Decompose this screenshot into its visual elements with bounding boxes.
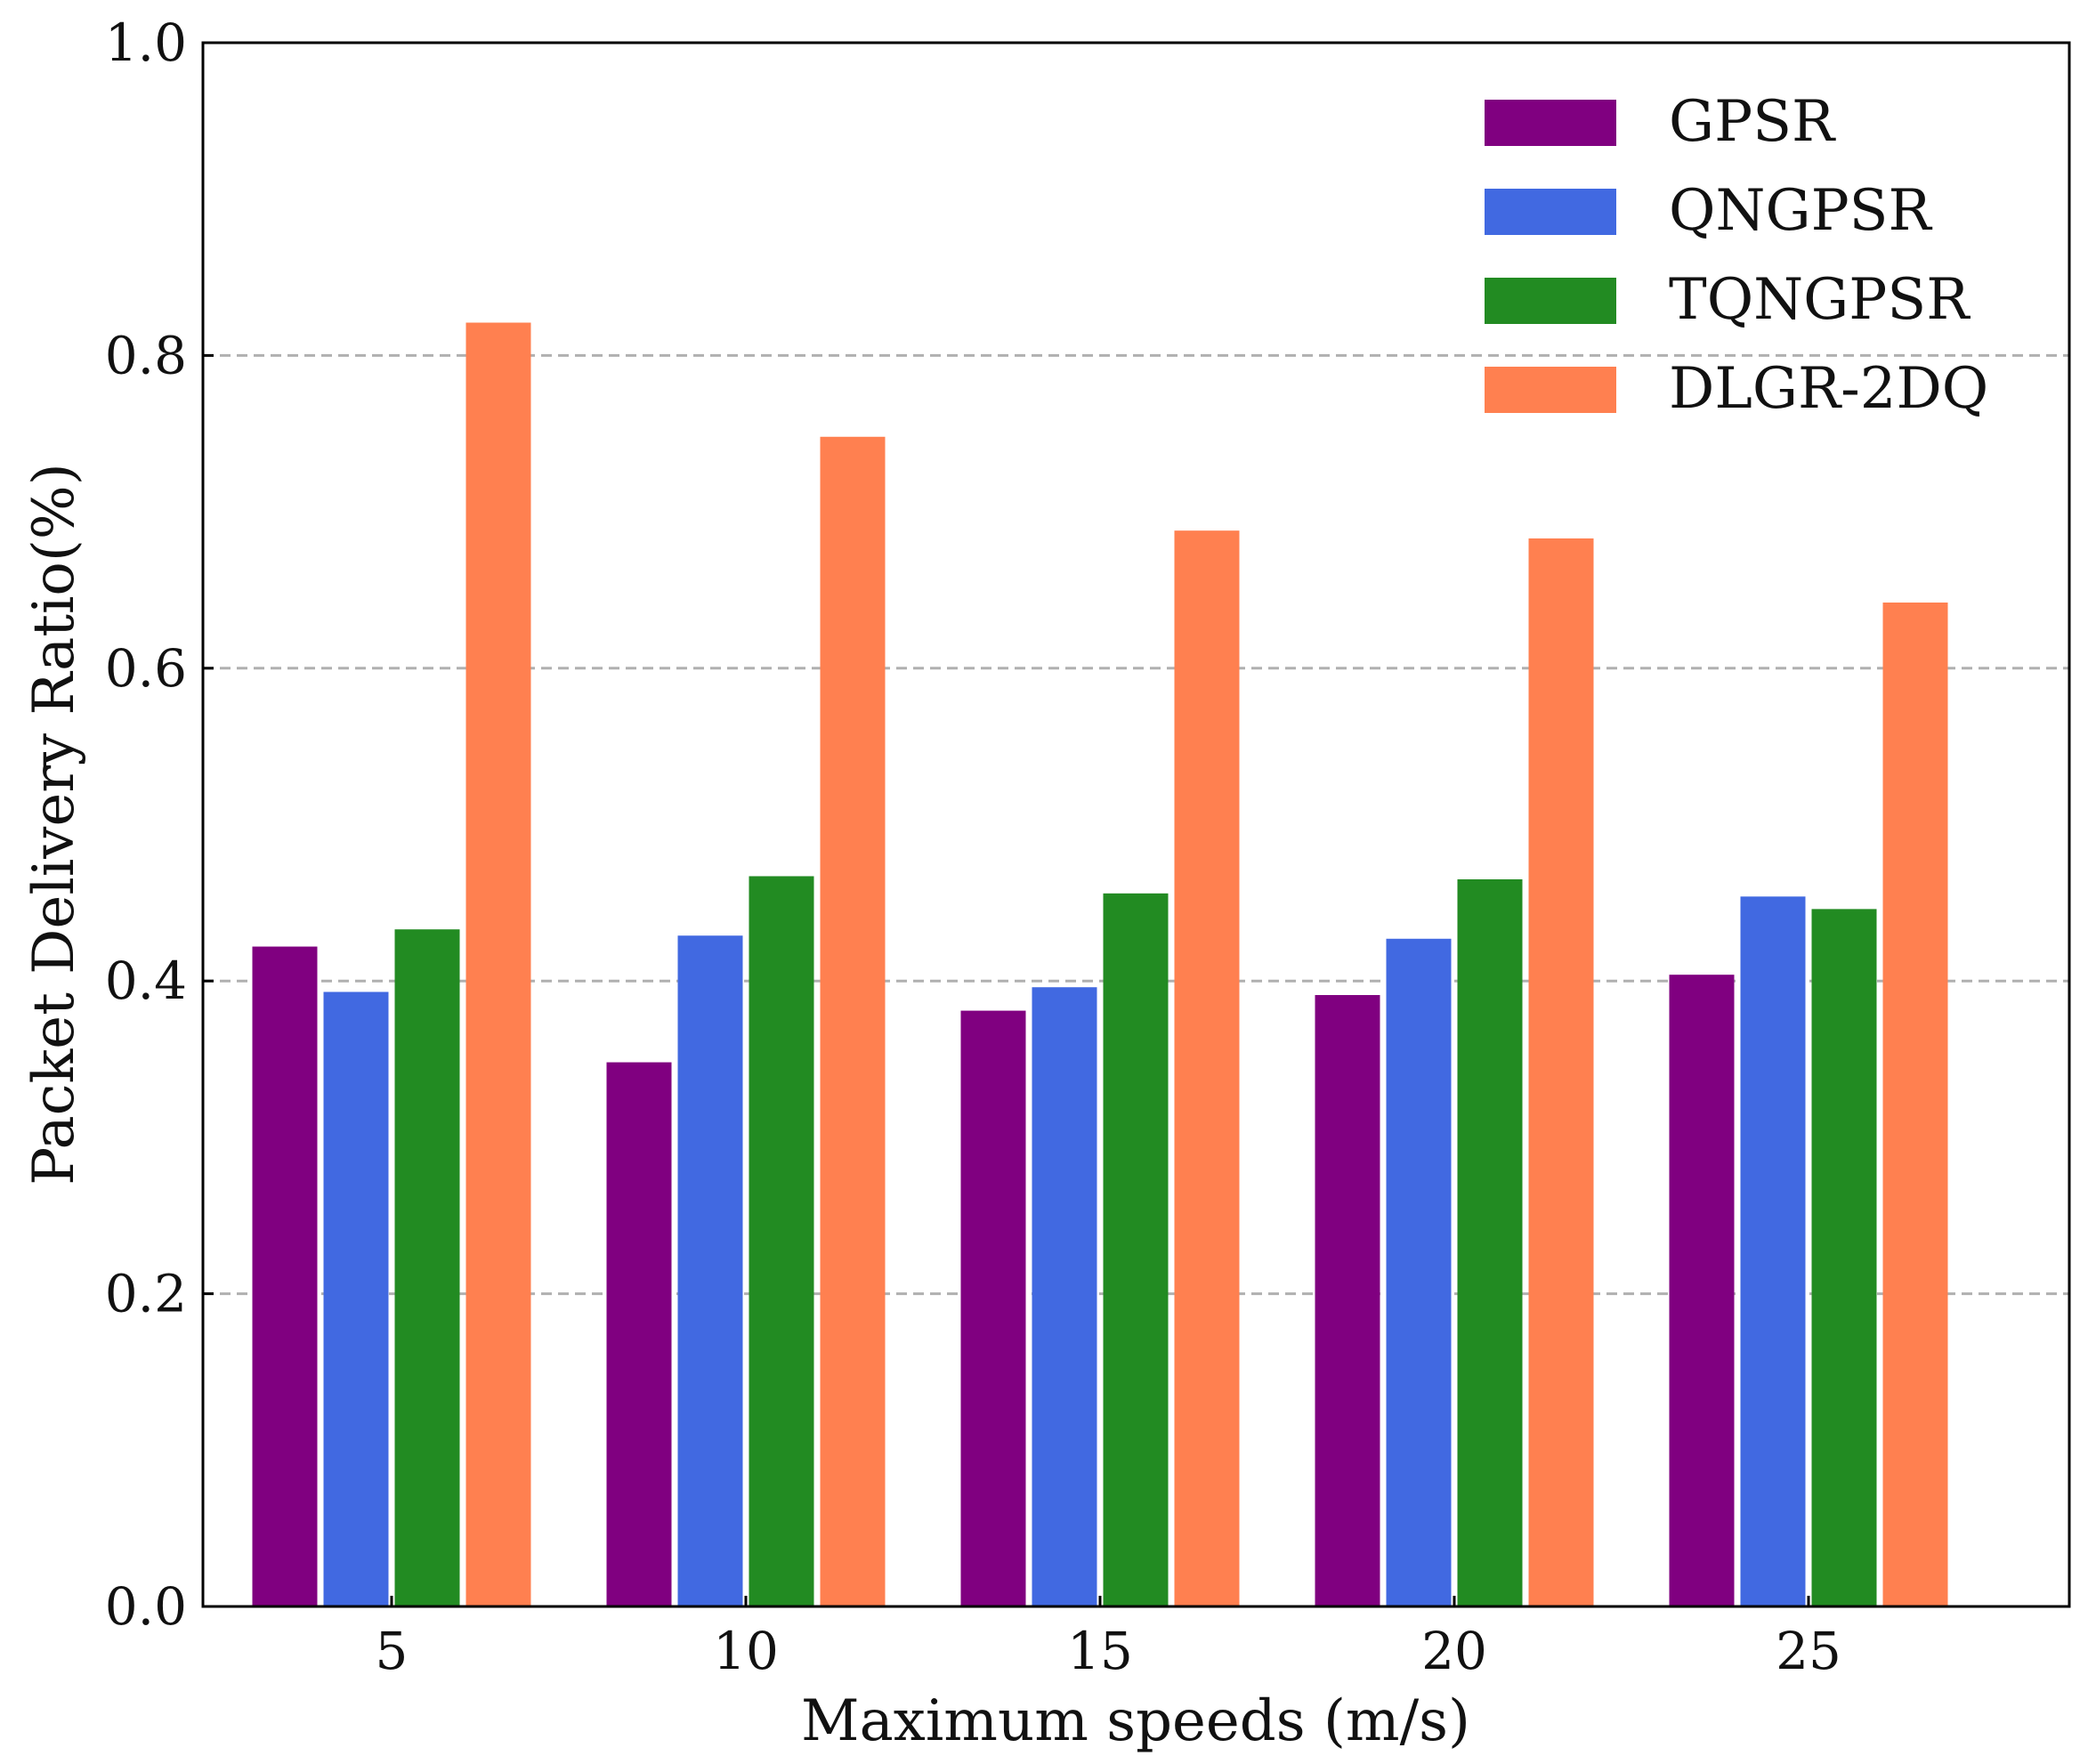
legend-swatch-tqngpsr <box>1485 278 1616 324</box>
bar-tqngpsr-10 <box>749 876 814 1606</box>
bar-tqngpsr-25 <box>1811 909 1877 1606</box>
x-tick-label: 20 <box>1421 1621 1487 1681</box>
bar-dlgr-2dq-20 <box>1528 538 1594 1606</box>
legend-swatch-gpsr <box>1485 100 1616 146</box>
y-tick-label: 0.4 <box>105 951 187 1011</box>
bar-tqngpsr-5 <box>394 929 460 1606</box>
bar-gpsr-10 <box>606 1062 672 1606</box>
y-tick-label: 0.6 <box>105 638 187 699</box>
axis-ticks: 0.0 0.2 0.4 0.6 0.8 1.0 5 10 15 20 25 <box>105 12 1841 1681</box>
bar-qngpsr-5 <box>323 991 389 1606</box>
legend-label-tqngpsr: TQNGPSR <box>1669 267 1971 333</box>
x-tick-label: 10 <box>713 1621 779 1681</box>
legend-label-qngpsr: QNGPSR <box>1669 178 1933 244</box>
legend: GPSR QNGPSR TQNGPSR DLGR-2DQ <box>1485 89 1988 422</box>
bar-gpsr-20 <box>1315 995 1380 1606</box>
bars <box>252 322 1948 1607</box>
bar-dlgr-2dq-5 <box>465 322 531 1607</box>
legend-swatch-dlgr-2dq <box>1485 367 1616 413</box>
bar-tqngpsr-20 <box>1457 878 1523 1606</box>
bar-gpsr-25 <box>1669 975 1735 1606</box>
legend-label-dlgr-2dq: DLGR-2DQ <box>1669 356 1988 422</box>
y-tick-label: 1.0 <box>105 12 187 73</box>
bar-dlgr-2dq-10 <box>820 436 886 1606</box>
plot-frame <box>201 41 2071 1608</box>
bar-qngpsr-15 <box>1032 987 1097 1606</box>
bar-gpsr-5 <box>252 946 318 1606</box>
bar-dlgr-2dq-25 <box>1882 603 1948 1606</box>
bar-qngpsr-20 <box>1386 938 1452 1606</box>
legend-label-gpsr: GPSR <box>1669 89 1836 155</box>
bar-qngpsr-25 <box>1740 896 1806 1606</box>
x-axis-title: Maximum speeds (m/s) <box>801 1688 1470 1754</box>
x-tick-label: 5 <box>376 1621 409 1681</box>
y-tick-label: 0.0 <box>105 1576 187 1637</box>
bar-dlgr-2dq-15 <box>1174 530 1240 1606</box>
legend-swatch-qngpsr <box>1485 189 1616 235</box>
y-tick-label: 0.8 <box>105 325 187 385</box>
axes <box>201 41 2071 1608</box>
bar-gpsr-15 <box>960 1010 1026 1606</box>
x-tick-label: 15 <box>1067 1621 1133 1681</box>
x-tick-label: 25 <box>1776 1621 1841 1681</box>
bar-tqngpsr-15 <box>1103 893 1169 1606</box>
bar-qngpsr-10 <box>677 935 743 1606</box>
y-axis-title: Packet Delivery Ratio(%) <box>21 463 87 1185</box>
y-tick-label: 0.2 <box>105 1264 187 1324</box>
